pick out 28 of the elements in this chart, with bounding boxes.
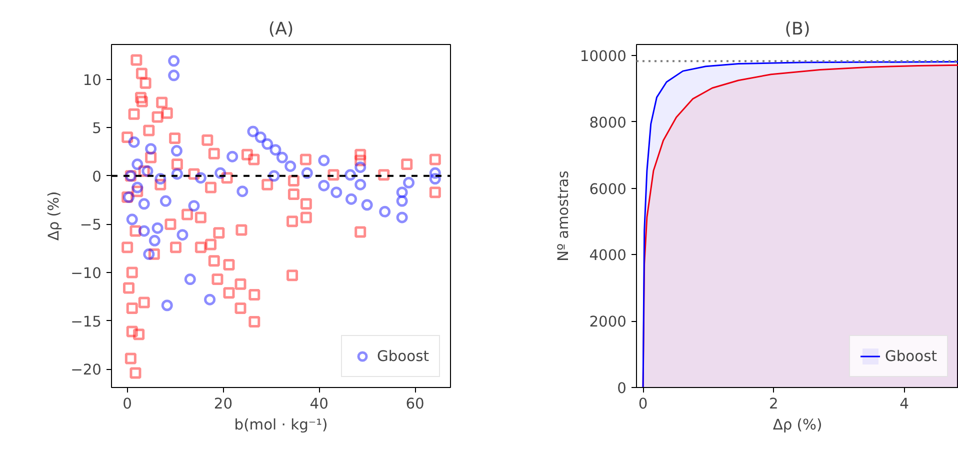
- y-tick-label: 0: [617, 380, 627, 397]
- x-tick-label: 4: [900, 396, 909, 412]
- x-axis-title: b(mol · kg⁻¹): [234, 416, 328, 434]
- x-tick-label: 40: [310, 396, 328, 412]
- x-tick-label: 0: [122, 396, 132, 412]
- y-tick-label: 10000: [580, 48, 626, 65]
- x-tick-label: 60: [406, 396, 424, 412]
- y-tick-label: 10: [82, 72, 102, 89]
- y-tick-label: −10: [70, 265, 102, 282]
- y-tick-label: −15: [70, 313, 102, 330]
- chart-title: (A): [268, 20, 294, 40]
- y-tick-label: 5: [92, 120, 102, 138]
- x-tick-label: 20: [214, 396, 233, 412]
- y-tick-label: 2000: [589, 314, 627, 331]
- x-tick-label: 2: [769, 396, 778, 412]
- y-tick-label: −20: [70, 362, 102, 379]
- legend-label: Gboost: [377, 348, 429, 364]
- y-axis-title: Nº amostras: [554, 170, 572, 262]
- y-tick-label: 0: [92, 168, 102, 186]
- x-tick-label: 0: [638, 396, 648, 412]
- y-tick-label: 6000: [589, 180, 627, 198]
- y-tick-label: −5: [80, 216, 102, 234]
- x-axis-title: Δρ (%): [772, 416, 822, 434]
- y-tick-label: 4000: [589, 247, 627, 264]
- y-tick-label: 8000: [589, 114, 627, 132]
- y-axis-title: Δρ (%): [46, 191, 63, 241]
- chart-title: (B): [784, 20, 810, 40]
- legend-label: Gboost: [885, 348, 937, 364]
